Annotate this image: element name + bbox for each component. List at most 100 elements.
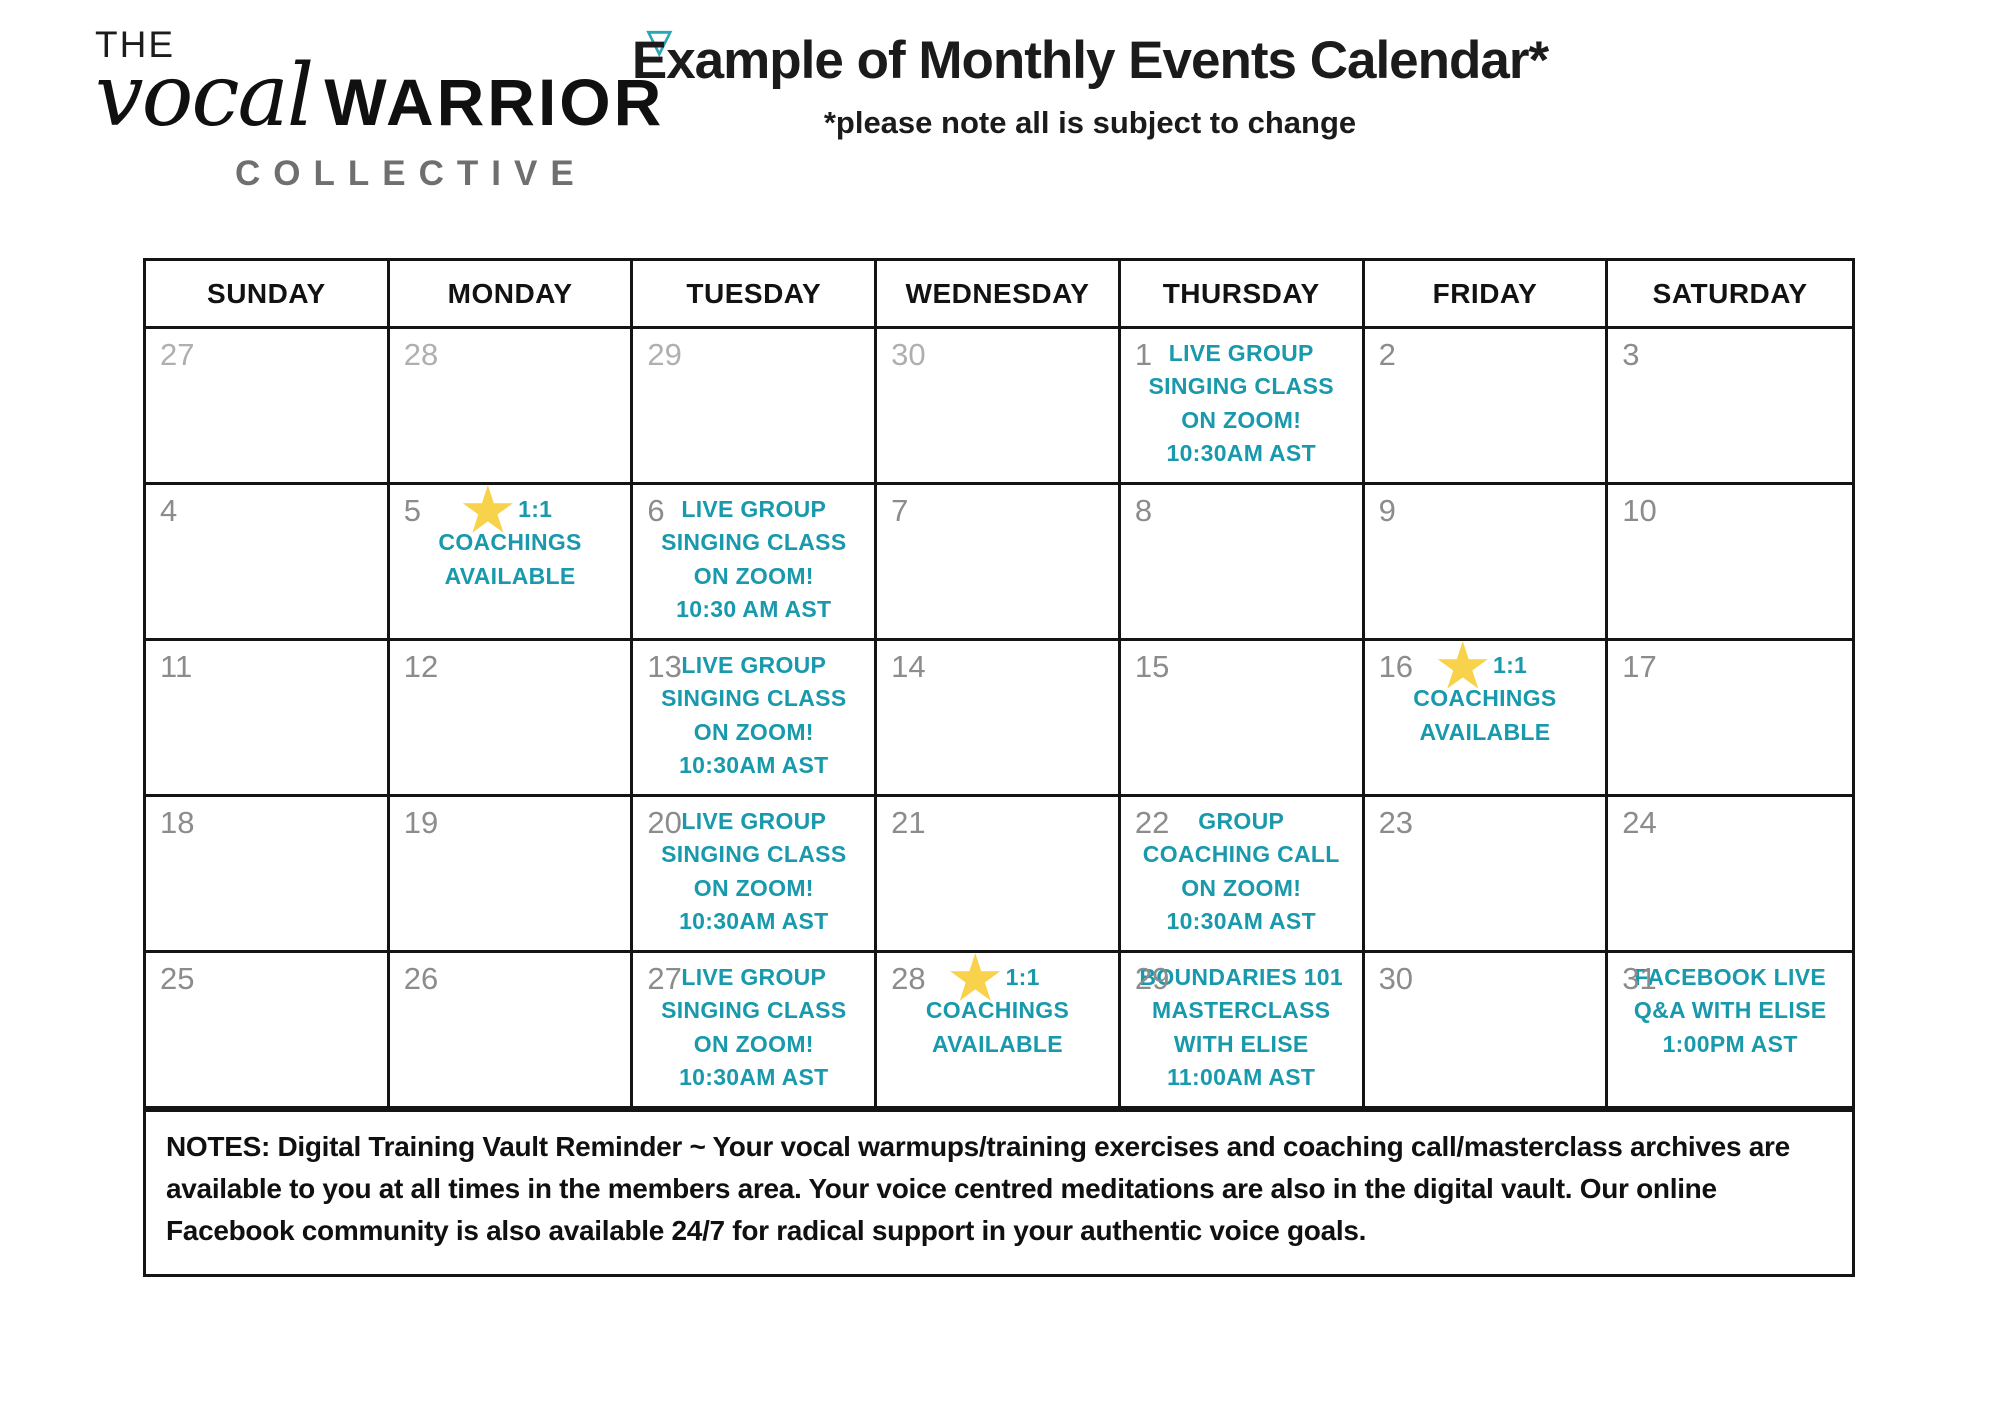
logo-the: THE <box>95 24 175 65</box>
day-cell: 20 LIVE GROUP SINGING CLASS ON ZOOM! 10:30AM… <box>633 797 878 953</box>
day-cell: 15 <box>1120 641 1365 797</box>
day-number: 14 <box>891 649 926 684</box>
event-line: SINGING CLASS <box>661 529 847 556</box>
day-cell: 19 <box>389 797 634 953</box>
day-number: 2 <box>1378 337 1396 372</box>
day-number: 12 <box>403 649 439 684</box>
day-cell: 14 <box>877 641 1121 797</box>
day-number: 30 <box>891 337 926 372</box>
calendar-grid: SUNDAY MONDAY TUESDAY WEDNESDAY THURSDAY FRID… <box>146 261 1852 1109</box>
event-line: 10:30AM AST <box>1166 440 1316 467</box>
event-line: MASTERCLASS <box>1152 997 1331 1024</box>
day-number: 7 <box>891 493 909 528</box>
day-number: 23 <box>1378 805 1414 840</box>
event-text: LIVE GROUP SINGING CLASS ON ZOOM! 10:30 AM … <box>633 485 874 626</box>
day-number: 1 <box>1134 337 1153 372</box>
event-line: BOUNDARIES 101 <box>1139 964 1343 990</box>
event-line: SINGING CLASS <box>1148 373 1334 400</box>
event-line: LIVE GROUP <box>681 964 827 990</box>
event-line: Q&A WITH ELISE <box>1633 997 1827 1024</box>
day-number: 11 <box>160 649 193 684</box>
day-cell: 29 BOUNDARIES 101 MASTERCLASS WITH ELISE 11:… <box>1120 953 1365 1109</box>
event-line: ON ZOOM! <box>693 718 814 745</box>
day-cell: 10 <box>1608 485 1852 641</box>
event-line: SINGING CLASS <box>661 841 847 868</box>
day-header: SATURDAY <box>1608 261 1852 329</box>
event-line: 10:30AM AST <box>679 1064 829 1091</box>
event-line: AVAILABLE <box>932 1030 1063 1057</box>
logo-wordmark: vocal WARRIOR <box>95 46 795 146</box>
day-number: 29 <box>1134 961 1170 996</box>
event-text: ★ 1:1 COACHINGS AVAILABLE <box>1365 637 1606 749</box>
day-number: 30 <box>1378 961 1414 996</box>
event-line: LIVE GROUP <box>681 652 827 678</box>
day-cell: 24 <box>1608 797 1852 953</box>
day-number: 10 <box>1622 493 1657 528</box>
logo-vocal-script: vocal <box>95 46 314 146</box>
event-line: SINGING CLASS <box>661 997 847 1024</box>
event-line: AVAILABLE <box>1419 718 1551 745</box>
day-cell: 28 ★ 1:1 COACHINGS AVAILABLE <box>877 949 1121 1109</box>
day-cell: 12 <box>389 641 634 797</box>
day-number: 5 <box>403 493 421 528</box>
day-cell: 29 <box>633 329 878 485</box>
day-number: 31 <box>1622 961 1657 996</box>
event-line: COACHINGS <box>438 529 582 556</box>
day-number: 17 <box>1622 649 1657 684</box>
day-cell: 8 <box>1120 485 1365 641</box>
event-text: FACEBOOK LIVE Q&A WITH ELISE 1:00PM AST <box>1608 953 1852 1061</box>
day-cell: 30 <box>1364 953 1609 1109</box>
day-number: 28 <box>891 961 926 996</box>
event-text: ★ 1:1 COACHINGS AVAILABLE <box>390 477 631 593</box>
event-line: GROUP <box>1198 808 1285 834</box>
day-number: 22 <box>1134 805 1170 840</box>
day-cell: 22 GROUP COACHING CALL ON ZOOM! 10:30AM AST <box>1120 797 1365 953</box>
day-number: 15 <box>1134 649 1170 684</box>
day-number: 19 <box>403 805 439 840</box>
event-line: LIVE GROUP <box>681 496 827 522</box>
day-number: 20 <box>647 805 682 840</box>
event-line: ON ZOOM! <box>1181 874 1302 901</box>
day-cell: 5 ★ 1:1 COACHINGS AVAILABLE <box>389 477 634 641</box>
page-subtitle: *please note all is subject to change <box>823 105 1357 140</box>
event-line: ON ZOOM! <box>693 874 814 901</box>
day-cell: 27 <box>146 329 390 485</box>
event-line: ON ZOOM! <box>693 562 814 589</box>
day-number: 26 <box>403 961 439 996</box>
title-block: Example of Monthly Events Calendar* *ple… <box>620 30 1560 141</box>
day-number: 27 <box>647 961 682 996</box>
event-line: COACHINGS <box>925 997 1070 1024</box>
day-cell: 11 <box>146 641 390 797</box>
event-line: WITH ELISE <box>1173 1030 1309 1057</box>
event-line: ★ 1:1 <box>461 477 553 543</box>
day-cell: 7 <box>877 485 1121 641</box>
day-header: THURSDAY <box>1120 261 1365 329</box>
event-line: SINGING CLASS <box>661 685 847 712</box>
event-line: ON ZOOM! <box>693 1030 814 1057</box>
day-cell: 31 FACEBOOK LIVE Q&A WITH ELISE 1:00PM AST <box>1608 953 1852 1109</box>
day-number: 8 <box>1134 493 1153 528</box>
day-number: 6 <box>647 493 665 528</box>
day-header: FRIDAY <box>1364 261 1609 329</box>
day-cell: 17 <box>1608 641 1852 797</box>
event-text: GROUP COACHING CALL ON ZOOM! 10:30AM AST <box>1121 797 1362 938</box>
day-cell: 25 <box>146 953 390 1109</box>
event-line: COACHINGS <box>1413 685 1557 712</box>
day-cell: 1 LIVE GROUP SINGING CLASS ON ZOOM! 10:30AM … <box>1120 329 1365 485</box>
day-number: 16 <box>1378 649 1414 684</box>
day-cell: 23 <box>1364 797 1609 953</box>
event-line: 10:30AM AST <box>679 908 829 935</box>
event-line: COACHING CALL <box>1142 841 1340 868</box>
day-cell: 28 <box>389 329 634 485</box>
day-cell: 2 <box>1364 329 1609 485</box>
event-line: ON ZOOM! <box>1181 406 1302 433</box>
event-line: 1:00PM AST <box>1662 1030 1798 1057</box>
event-text: LIVE GROUP SINGING CLASS ON ZOOM! 10:30AM A… <box>633 797 874 938</box>
day-cell: 4 <box>146 485 390 641</box>
day-cell: 13 LIVE GROUP SINGING CLASS ON ZOOM! 10:30AM… <box>633 641 878 797</box>
event-line: 11:00AM AST <box>1167 1064 1316 1091</box>
event-line: 10:30AM AST <box>679 752 829 779</box>
event-text: LIVE GROUP SINGING CLASS ON ZOOM! 10:30AM A… <box>1121 329 1362 470</box>
day-cell: 27 LIVE GROUP SINGING CLASS ON ZOOM! 10:30AM… <box>633 953 878 1109</box>
